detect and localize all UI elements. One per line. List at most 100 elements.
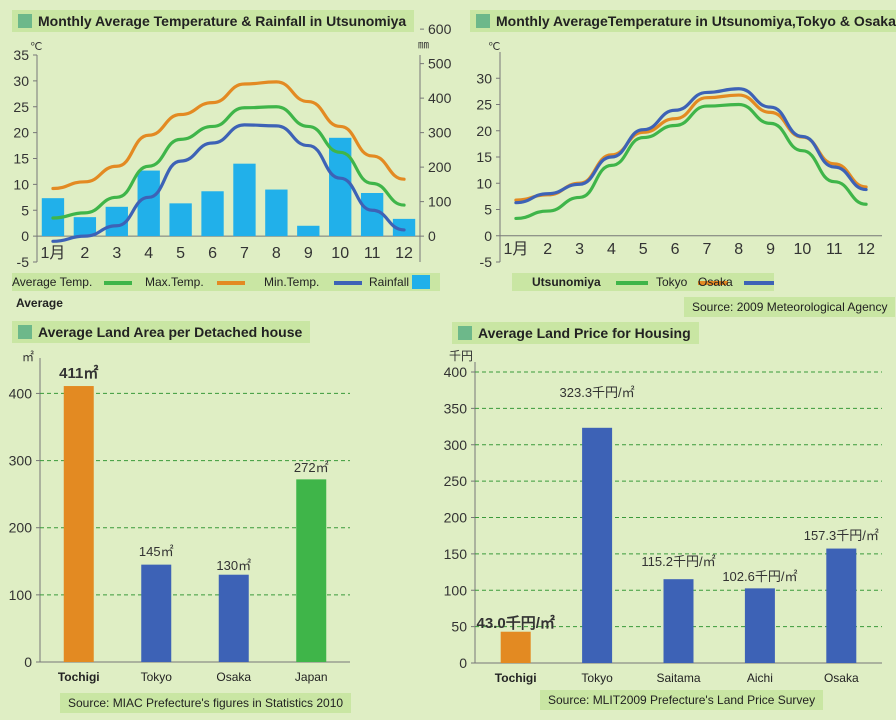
data-label: 157.3千円/㎡ (804, 528, 879, 543)
x-tick-label: 10 (794, 241, 812, 258)
y-tick-label: 15 (476, 149, 492, 165)
x-tick-label: 9 (766, 241, 775, 258)
legend-utsu-swatch (616, 281, 648, 285)
rainfall-bar (360, 193, 384, 237)
y-right-tick-label: 600 (428, 21, 452, 37)
chart1-svg: -5 0 5 10 15 20 25 30 35 0 100 200 300 400 500 600 1月 2 3 4… (13, 21, 452, 270)
y-tick-label: 30 (13, 73, 29, 89)
x-tick-label: 8 (734, 241, 743, 258)
y-tick-label: 5 (21, 202, 29, 218)
x-tick-label: 6 (208, 245, 217, 262)
rainfall-bar (233, 163, 256, 237)
legend-max-swatch (217, 281, 245, 285)
y-tick-label: 0 (21, 228, 29, 244)
y-unit-label: ℃ (488, 41, 500, 53)
y-tick-label: 150 (444, 546, 468, 562)
rainfall-bar (392, 218, 416, 237)
legend-osaka-swatch (744, 281, 774, 285)
x-tick-label: 5 (176, 245, 185, 262)
y-tick-label: 250 (444, 473, 468, 489)
chart2-title: Monthly AverageTemperature in Utsunomiya… (470, 10, 896, 32)
y-right-tick-label: 500 (428, 56, 452, 72)
y-tick-label: 25 (476, 97, 492, 113)
y-tick-label: 200 (9, 520, 33, 536)
x-tick-label: Saitama (656, 671, 700, 685)
y-tick-label: 300 (9, 453, 33, 469)
y-right-tick-label: 200 (428, 159, 452, 175)
title-square-icon (476, 14, 490, 28)
x-tick-label: 1月 (503, 241, 528, 258)
y-tick-label: 0 (459, 655, 467, 671)
rainfall-bar (201, 191, 224, 237)
x-tick-label: 12 (395, 245, 413, 262)
bar-tochigi (500, 631, 531, 663)
legend-avg-swatch (104, 281, 132, 285)
rainfall-bar (137, 170, 160, 237)
x-tick-label: 1月 (41, 245, 66, 262)
data-label: 130㎡ (216, 558, 251, 573)
x-tick-label: Aichi (747, 671, 773, 685)
chart2-source: Source: 2009 Meteorological Agency (684, 297, 896, 317)
rainfall-bar (297, 225, 320, 237)
x-tick-label: Tokyo (141, 670, 173, 684)
title-square-icon (458, 326, 472, 340)
y-tick-label: 350 (444, 400, 468, 416)
y-tick-label: 15 (13, 151, 29, 167)
x-tick-label: 7 (702, 241, 711, 258)
y-tick-label: 50 (451, 619, 467, 635)
x-tick-label: Tokyo (581, 671, 613, 685)
x-tick-label: 3 (575, 241, 584, 258)
legend-avg-label: Average Temp. (12, 275, 93, 289)
legend-tokyo-label: Tokyo (656, 275, 688, 289)
y-tick-label: 0 (484, 228, 492, 244)
chart2-legend: Utsunomiya Tokyo Osaka (512, 273, 774, 291)
data-label: 272㎡ (294, 460, 329, 475)
legend-tokyo-swatch (698, 281, 728, 285)
chart4-title: Average Land Price for Housing (452, 322, 699, 344)
y-tick-label: -5 (480, 254, 493, 270)
x-tick-label: 11 (826, 241, 843, 258)
series-line-max-temp- (51, 80, 406, 191)
legend-rain-swatch (412, 275, 430, 289)
y-unit-label: ℃ (30, 41, 42, 53)
y-right-tick-label: 400 (428, 90, 452, 106)
bar-saitama (663, 579, 694, 663)
y-unit-label: 千円 (449, 349, 473, 363)
y-tick-label: 35 (13, 47, 29, 63)
chart3-source: Source: MIAC Prefecture's figures in Sta… (60, 693, 352, 713)
y-tick-label: -5 (17, 254, 30, 270)
bar-tokyo (141, 564, 172, 662)
rainfall-bar (329, 137, 352, 237)
title-square-icon (18, 14, 32, 28)
y-tick-label: 200 (444, 510, 468, 526)
x-tick-label: Tochigi (58, 670, 100, 684)
x-tick-label: 5 (639, 241, 648, 258)
x-tick-label: 3 (112, 245, 121, 262)
chart4-source: Source: MLIT2009 Prefecture's Land Price… (540, 690, 824, 710)
legend-max-label: Max.Temp. (145, 275, 204, 289)
x-tick-label: 12 (857, 241, 875, 258)
data-label: 411㎡ (59, 364, 98, 382)
y-tick-label: 20 (13, 125, 29, 141)
y-right-unit-label: ㎜ (418, 39, 429, 51)
y-tick-label: 100 (444, 582, 468, 598)
x-tick-label: 9 (304, 245, 313, 262)
chart2-svg: -5 0 5 10 15 20 25 30 1月 2 3 4 5 6 7 8 9 10 11 12 ℃ (476, 41, 882, 270)
data-label: 43.0千円/㎡ (477, 614, 555, 632)
x-tick-label: Japan (295, 670, 328, 684)
rainfall-bar (265, 189, 288, 237)
y-tick-label: 25 (13, 99, 29, 115)
legend-utsu-label: Utsunomiya (532, 275, 601, 289)
x-tick-label: Osaka (824, 671, 859, 685)
data-label: 102.6千円/㎡ (722, 569, 797, 584)
y-right-tick-label: 0 (428, 228, 436, 244)
y-right-tick-label: 100 (428, 194, 452, 210)
y-tick-label: 5 (484, 202, 492, 218)
x-tick-label: 8 (272, 245, 281, 262)
x-tick-label: Osaka (216, 670, 251, 684)
series-line-min-temp- (51, 123, 406, 243)
y-tick-label: 0 (24, 654, 32, 670)
rainfall-bar (105, 206, 128, 237)
y-tick-label: 30 (476, 70, 492, 86)
